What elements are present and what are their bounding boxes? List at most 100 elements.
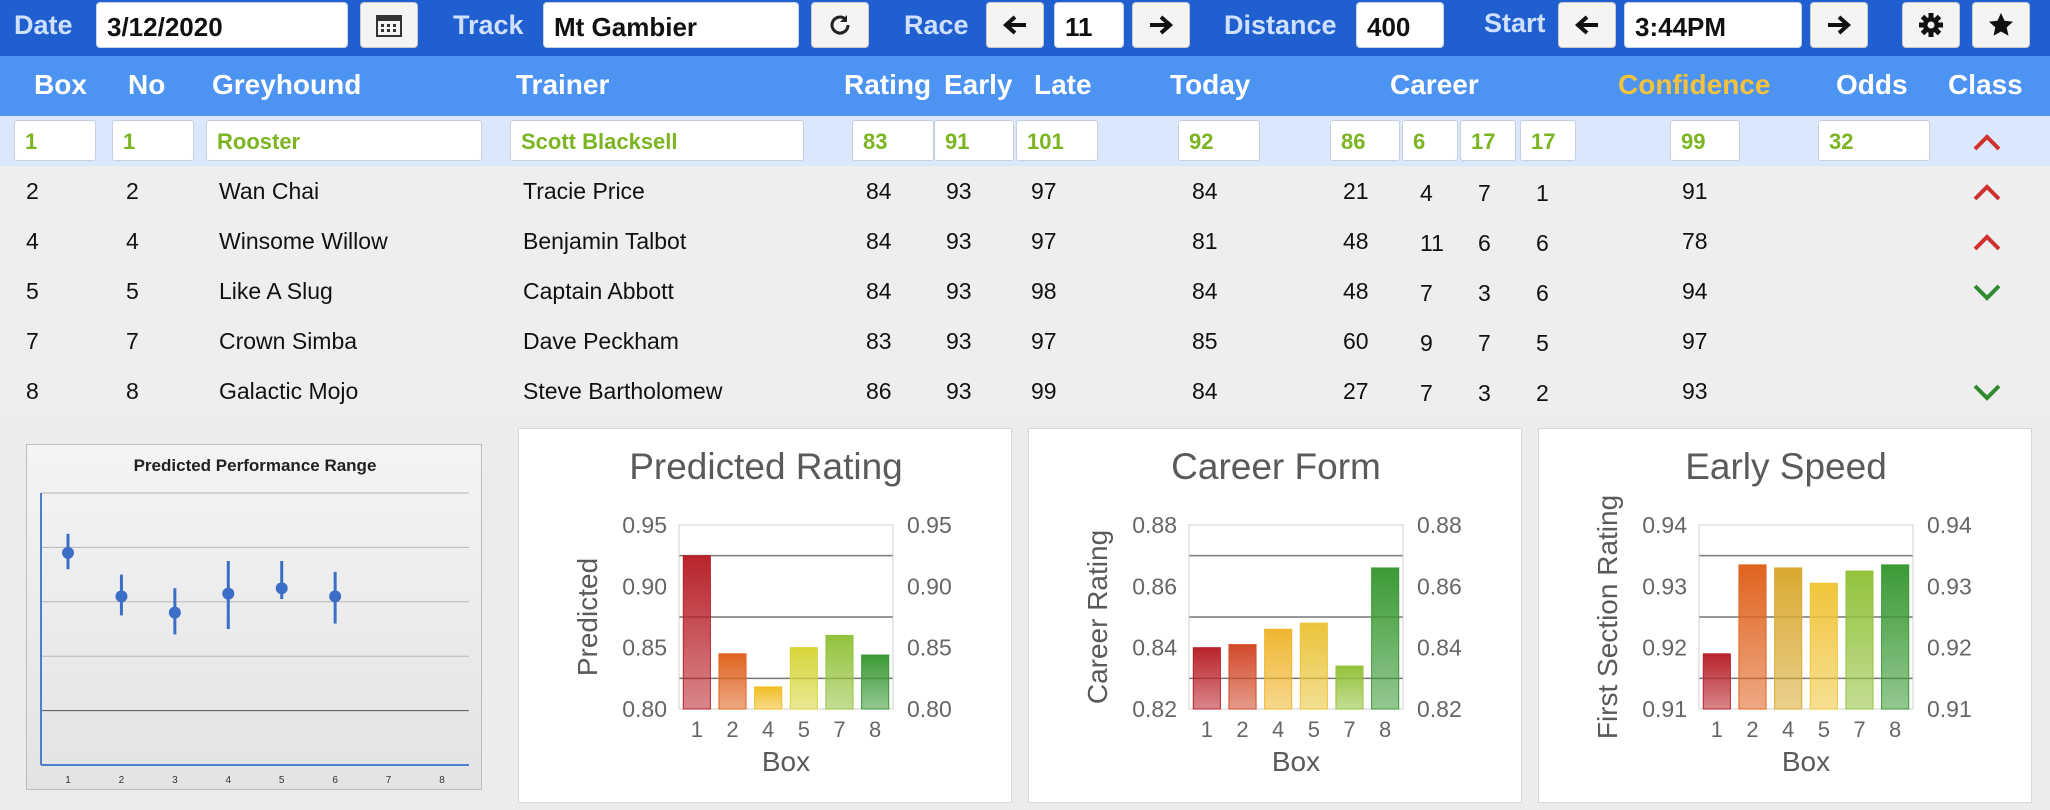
rating-field[interactable]: 83 xyxy=(852,120,934,161)
y-tick-label-right: 0.94 xyxy=(1927,512,1972,538)
cell-box: 2 xyxy=(26,178,39,204)
table-row[interactable]: 7 7 Crown Simba Dave Peckham 83 93 97 85 60 9 7 5 97 xyxy=(0,316,2050,366)
x-tick-label: 7 xyxy=(1853,717,1865,742)
col-class[interactable]: Class xyxy=(1948,69,2023,100)
start-next-button[interactable] xyxy=(1810,2,1868,48)
date-field[interactable]: 3/12/2020 xyxy=(96,2,348,48)
y-tick-label-left: 0.84 xyxy=(1132,635,1177,661)
start-field[interactable]: 3:44PM xyxy=(1624,2,1802,48)
y-tick-label-left: 0.90 xyxy=(622,573,667,599)
y-axis-label: First Section Rating xyxy=(1592,495,1623,739)
table-row[interactable]: 4 4 Winsome Willow Benjamin Talbot 84 93 97 81 4… xyxy=(0,216,2050,266)
bar xyxy=(1881,564,1910,710)
greyhound-field[interactable]: Rooster xyxy=(206,120,482,161)
race-next-button[interactable] xyxy=(1132,2,1190,48)
today-field[interactable]: 92 xyxy=(1178,120,1260,161)
x-tick-label: 7 xyxy=(1343,717,1355,742)
confidence-field[interactable]: 99 xyxy=(1670,120,1740,161)
career-form-chart: Career Form 0.82 0.82 0.84 0.84 0.86 0.86 0.88 0… xyxy=(1082,446,1462,777)
col-trainer[interactable]: Trainer xyxy=(516,69,610,100)
bar xyxy=(861,654,890,710)
y-tick-label-left: 0.95 xyxy=(622,512,667,538)
col-no[interactable]: No xyxy=(128,69,166,100)
col-late[interactable]: Late xyxy=(1034,69,1092,100)
performance-range-panel: Predicted Performance Range 1 2 3 4 5 6 7 8 xyxy=(26,444,482,790)
bar xyxy=(1264,628,1293,710)
career-field-4[interactable]: 17 xyxy=(1520,120,1576,161)
col-today[interactable]: Today xyxy=(1170,69,1251,100)
cell-career-4: 1 xyxy=(1536,180,1549,206)
bar xyxy=(718,653,747,710)
x-tick-label: 2 xyxy=(1746,717,1758,742)
race-prev-button[interactable] xyxy=(986,2,1044,48)
cell-career-3: 7 xyxy=(1478,330,1491,356)
track-field[interactable]: Mt Gambier xyxy=(543,2,799,48)
early-speed-chart: Early Speed 0.91 0.91 0.92 0.92 0.93 0.93 0.94 0… xyxy=(1592,446,1972,777)
y-tick-label-right: 0.82 xyxy=(1417,696,1462,722)
career-form-panel: Career Form 0.82 0.82 0.84 0.84 0.86 0.86 0.88 0… xyxy=(1028,428,1522,803)
box-field[interactable]: 1 xyxy=(14,120,96,161)
cell-box: 8 xyxy=(26,378,39,404)
cell-early: 93 xyxy=(946,228,972,254)
career-field-1[interactable]: 86 xyxy=(1330,120,1400,161)
career-field-3[interactable]: 17 xyxy=(1460,120,1516,161)
bar xyxy=(754,686,783,710)
cell-career-2: 7 xyxy=(1420,380,1433,406)
col-odds[interactable]: Odds xyxy=(1836,69,1908,100)
predicted-rating-chart: Predicted Rating 0.80 0.80 0.85 0.85 0.90 0.90… xyxy=(572,446,952,777)
y-tick-label-left: 0.93 xyxy=(1642,573,1687,599)
bar xyxy=(1192,647,1221,710)
bar xyxy=(1738,564,1767,710)
trainer-field[interactable]: Scott Blacksell xyxy=(510,120,804,161)
cell-rating: 84 xyxy=(866,178,892,204)
x-tick-label: 1 xyxy=(65,775,71,786)
col-career[interactable]: Career xyxy=(1390,69,1479,100)
col-confidence[interactable]: Confidence xyxy=(1618,69,1771,100)
calendar-button[interactable] xyxy=(360,2,418,48)
start-prev-button[interactable] xyxy=(1558,2,1616,48)
cell-today: 84 xyxy=(1192,278,1218,304)
cell-greyhound: Winsome Willow xyxy=(219,228,388,254)
table-row[interactable]: 5 5 Like A Slug Captain Abbott 84 93 98 84 48 7 3 6… xyxy=(0,266,2050,316)
y-tick-label-left: 0.94 xyxy=(1642,512,1687,538)
refresh-icon xyxy=(830,15,850,35)
bar xyxy=(1845,570,1874,710)
y-tick-label-left: 0.92 xyxy=(1642,635,1687,661)
class-down-icon xyxy=(1973,384,2001,401)
x-tick-label: 5 xyxy=(1818,717,1830,742)
favorite-button[interactable] xyxy=(1972,2,2030,48)
y-tick-label-right: 0.95 xyxy=(907,512,952,538)
career-field-2[interactable]: 6 xyxy=(1402,120,1458,161)
class-up-icon xyxy=(1973,234,2001,251)
x-tick-label: 2 xyxy=(119,775,125,786)
cell-greyhound: Like A Slug xyxy=(219,278,333,304)
late-field[interactable]: 101 xyxy=(1016,120,1098,161)
col-rating[interactable]: Rating xyxy=(844,69,932,100)
cell-confidence: 97 xyxy=(1682,328,1708,354)
col-early[interactable]: Early xyxy=(944,69,1013,100)
distance-field[interactable]: 400 xyxy=(1356,2,1444,48)
cell-late: 99 xyxy=(1031,378,1057,404)
cell-career-2: 9 xyxy=(1420,330,1433,356)
early-field[interactable]: 91 xyxy=(934,120,1014,161)
cell-career-3: 6 xyxy=(1478,230,1491,256)
col-greyhound[interactable]: Greyhound xyxy=(212,69,362,100)
race-field[interactable]: 11 xyxy=(1054,2,1124,48)
y-axis-label: Predicted xyxy=(572,558,603,676)
no-field[interactable]: 1 xyxy=(112,120,194,161)
plot-area xyxy=(1188,524,1404,710)
cell-greyhound: Galactic Mojo xyxy=(219,378,359,404)
settings-button[interactable] xyxy=(1902,2,1960,48)
selected-row[interactable]: 1 1 Rooster Scott Blacksell 83 91 101 92… xyxy=(0,116,2050,166)
refresh-button[interactable] xyxy=(811,2,869,48)
date-label: Date xyxy=(14,10,73,40)
col-box[interactable]: Box xyxy=(34,69,87,100)
table-row[interactable]: 2 2 Wan Chai Tracie Price 84 93 97 84 21 4 7 1 91 xyxy=(0,166,2050,216)
cell-trainer: Dave Peckham xyxy=(523,328,679,354)
chart-title: Career Form xyxy=(1171,446,1381,487)
odds-field[interactable]: 32 xyxy=(1818,120,1930,161)
x-tick-label: 4 xyxy=(226,775,232,786)
track-label: Track xyxy=(453,10,524,40)
table-row[interactable]: 8 8 Galactic Mojo Steve Bartholomew 86 93 99 84… xyxy=(0,366,2050,416)
race-label: Race xyxy=(904,10,969,40)
